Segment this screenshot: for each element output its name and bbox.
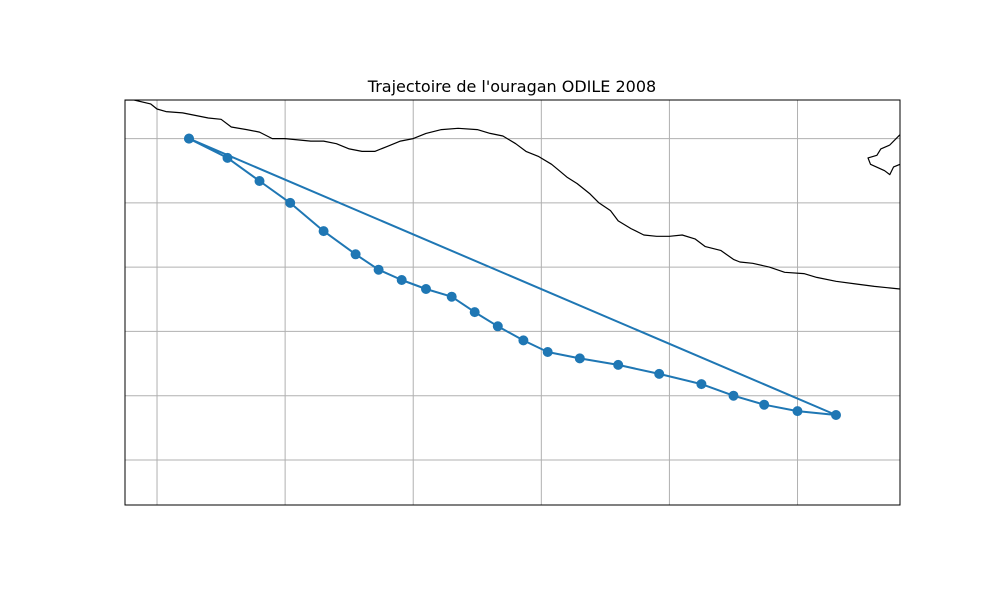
track-point-19 xyxy=(759,399,770,410)
hurricane-track xyxy=(184,133,841,420)
track-point-12 xyxy=(518,335,529,346)
track-point-1 xyxy=(222,152,233,163)
track-point-3 xyxy=(285,197,296,208)
track-point-14 xyxy=(574,353,585,364)
map-frame xyxy=(124,99,901,506)
map-title: Trajectoire de l'ouragan ODILE 2008 xyxy=(367,77,656,96)
track-point-16 xyxy=(654,368,665,379)
track-point-4 xyxy=(318,226,329,237)
track-point-6 xyxy=(373,264,384,275)
track-point-10 xyxy=(469,307,480,318)
track-point-15 xyxy=(613,359,624,370)
coastline-mainland xyxy=(125,100,900,290)
track-point-8 xyxy=(421,284,431,294)
track-point-21 xyxy=(831,410,841,420)
track-point-2 xyxy=(254,176,265,186)
track-point-11 xyxy=(492,321,503,332)
track-point-7 xyxy=(396,275,407,285)
track-point-20 xyxy=(792,406,803,417)
coastlines xyxy=(125,100,900,290)
track-point-5 xyxy=(350,249,361,260)
track-point-9 xyxy=(446,291,457,302)
track-point-13 xyxy=(542,347,553,357)
coastline-east xyxy=(867,134,900,176)
track-point-18 xyxy=(728,390,739,401)
track-point-17 xyxy=(696,379,707,390)
track-point-22 xyxy=(184,133,194,144)
